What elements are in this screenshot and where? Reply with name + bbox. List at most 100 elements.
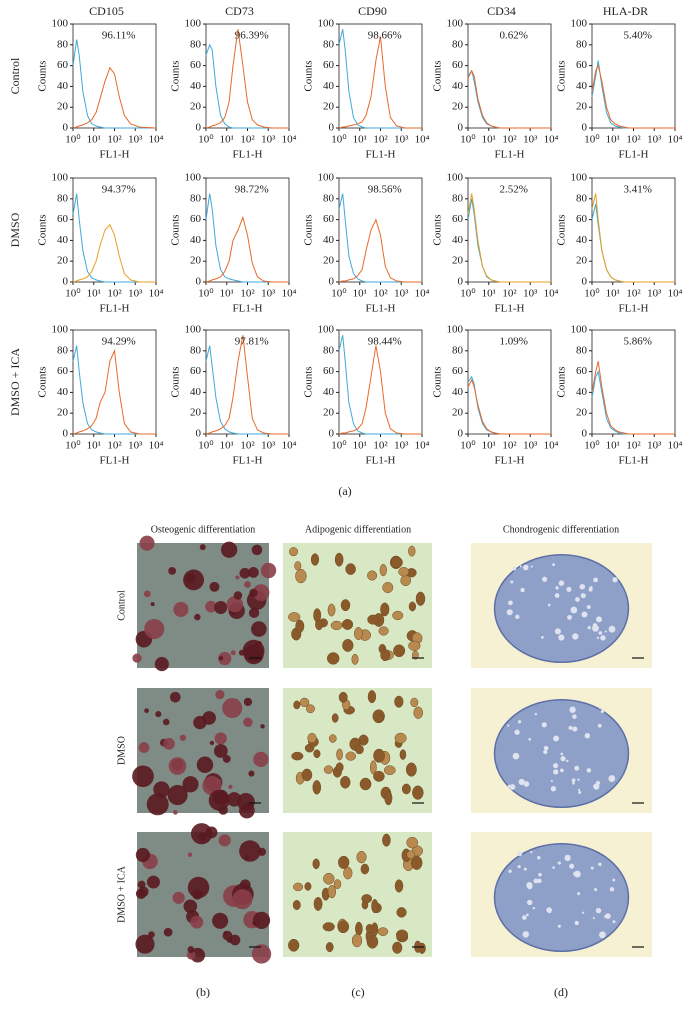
histogram-line [72, 66, 157, 129]
y-tick-label: 80 [576, 192, 588, 204]
stain-blob [214, 732, 227, 745]
cell [323, 765, 334, 774]
lacuna [612, 920, 616, 924]
cell [396, 907, 407, 918]
lacuna [592, 624, 599, 632]
cell [299, 697, 310, 707]
x-axis-label: FL1-H [366, 455, 396, 467]
x-tick-label: 10² [626, 288, 641, 300]
histogram-line [205, 29, 289, 129]
y-tick-label: 60 [323, 365, 335, 377]
histogram-line [205, 43, 289, 129]
y-tick-label: 60 [190, 213, 202, 225]
lacuna [530, 850, 533, 854]
y-tick-label: 20 [452, 101, 464, 113]
y-tick-label: 60 [576, 213, 588, 225]
stain-blob [218, 834, 231, 847]
stain-blob [183, 899, 198, 914]
y-tick-label: 0 [329, 428, 335, 440]
y-tick-label: 0 [458, 276, 464, 288]
lacuna [538, 872, 542, 877]
y-tick-label: 0 [582, 122, 588, 134]
x-tick-label: 10² [373, 440, 388, 452]
y-tick-label: 80 [190, 38, 202, 50]
cell [354, 627, 363, 641]
x-axis-label: FL1-H [366, 149, 396, 161]
percentage-annotation: 1.09% [499, 336, 527, 348]
lacuna [522, 915, 527, 920]
x-tick-label: 10² [240, 440, 255, 452]
stain-blob [236, 792, 255, 811]
column-title: CD105 [89, 4, 124, 18]
stain-blob [162, 718, 170, 726]
y-tick-label: 100 [185, 172, 202, 184]
y-tick-label: 0 [63, 122, 69, 134]
percentage-annotation: 5.86% [623, 336, 651, 348]
x-tick-label: 10³ [647, 288, 662, 300]
x-tick-label: 10¹ [220, 288, 234, 300]
x-tick-label: 10⁰ [65, 288, 81, 300]
cell [345, 563, 356, 575]
micrograph [471, 832, 652, 957]
histogram-line [467, 69, 551, 129]
stain-blob [194, 613, 201, 621]
stain-blob [196, 756, 214, 773]
y-axis-label: Counts [432, 214, 444, 245]
x-tick-label: 10¹ [482, 134, 496, 146]
stain-blob [214, 600, 228, 615]
histogram-line [338, 36, 422, 129]
cell [337, 920, 350, 934]
stain-blob [193, 715, 207, 730]
cell [325, 942, 334, 953]
x-axis-label: FL1-H [619, 455, 649, 467]
y-tick-label: 100 [447, 324, 464, 336]
x-tick-label: 10⁰ [198, 134, 214, 146]
y-tick-label: 80 [190, 344, 202, 356]
y-axis-label: Counts [556, 60, 568, 91]
y-tick-label: 100 [447, 172, 464, 184]
stain-blob [135, 934, 155, 954]
x-tick-label: 10⁴ [415, 440, 430, 452]
stain-blob [150, 602, 155, 607]
stain-blob [220, 541, 238, 558]
y-tick-label: 100 [52, 172, 69, 184]
y-tick-label: 80 [57, 344, 69, 356]
x-tick-label: 10⁴ [415, 288, 430, 300]
x-tick-label: 10³ [128, 134, 143, 146]
y-tick-label: 80 [576, 344, 588, 356]
x-axis-label: FL1-H [619, 149, 649, 161]
cell [390, 556, 403, 569]
cell [395, 929, 409, 941]
lacuna [533, 878, 539, 884]
lacuna [554, 593, 560, 598]
percentage-annotation: 94.37% [102, 184, 136, 196]
x-tick-label: 10⁰ [460, 440, 476, 452]
row-label: DMSO + ICA [8, 348, 22, 416]
cell [378, 626, 389, 636]
percentage-annotation: 3.41% [623, 184, 651, 196]
lacuna [577, 788, 581, 792]
histogram-line [338, 29, 422, 129]
lacuna [572, 633, 579, 640]
x-tick-label: 10² [502, 288, 517, 300]
cell [293, 882, 304, 892]
y-tick-label: 40 [323, 80, 335, 92]
cell [398, 567, 410, 577]
percentage-annotation: 94.29% [102, 336, 136, 348]
x-tick-label: 10¹ [606, 134, 620, 146]
cell [330, 620, 343, 631]
lacuna [553, 735, 560, 742]
cell [331, 713, 339, 723]
lacuna [593, 783, 600, 790]
lacuna [595, 907, 602, 914]
stain-blob [135, 847, 150, 863]
y-tick-label: 0 [196, 428, 202, 440]
lacuna [517, 865, 521, 869]
lacuna [537, 878, 542, 884]
cell [343, 866, 353, 880]
cell [400, 574, 412, 587]
x-axis-label: FL1-H [233, 149, 263, 161]
lacuna [542, 576, 548, 582]
cell [351, 653, 359, 665]
